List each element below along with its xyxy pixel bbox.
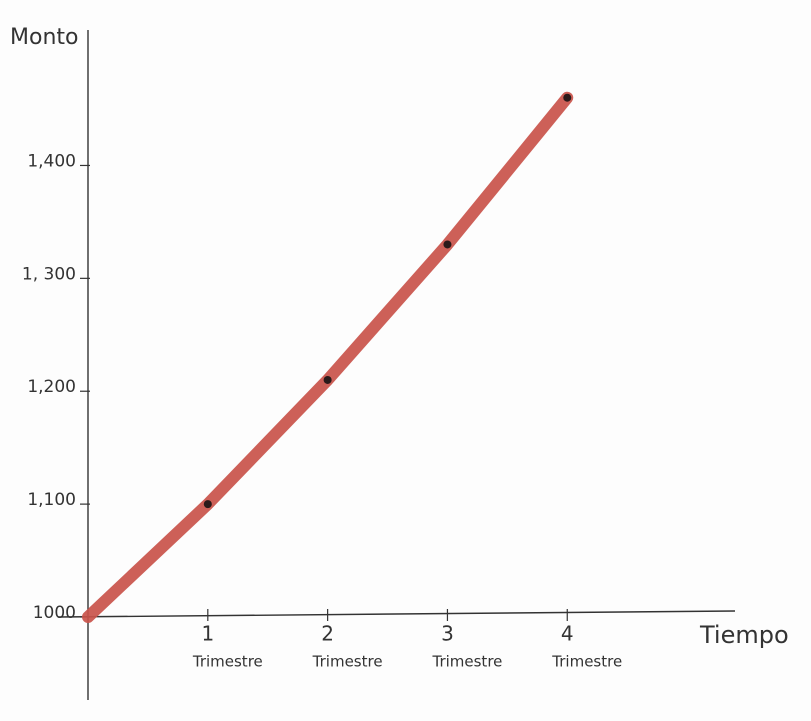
y-tick-label: 1,200	[27, 377, 76, 397]
x-tick-label: 2	[321, 622, 334, 646]
x-tick-sublabel: Trimestre	[551, 653, 622, 671]
y-tick-label: 1000	[33, 603, 76, 623]
y-tick-label: 1,400	[27, 151, 76, 171]
x-tick-sublabel: Trimestre	[431, 653, 502, 671]
data-point	[323, 375, 332, 384]
x-axis	[57, 610, 736, 618]
y-tick-label: 1,100	[27, 490, 76, 510]
x-tick-sublabel: Trimestre	[192, 653, 263, 671]
x-tick-label: 1	[201, 622, 214, 646]
y-axis-label: Monto	[10, 25, 78, 50]
x-tick-label: 3	[441, 622, 454, 646]
x-axis-label: Tiempo	[699, 621, 789, 649]
data-point	[203, 500, 212, 509]
data-point	[443, 240, 452, 249]
x-tick-sublabel: Trimestre	[312, 653, 383, 671]
y-tick-label: 1, 300	[22, 264, 76, 284]
data-point	[563, 93, 572, 102]
x-tick-label: 4	[561, 622, 574, 646]
